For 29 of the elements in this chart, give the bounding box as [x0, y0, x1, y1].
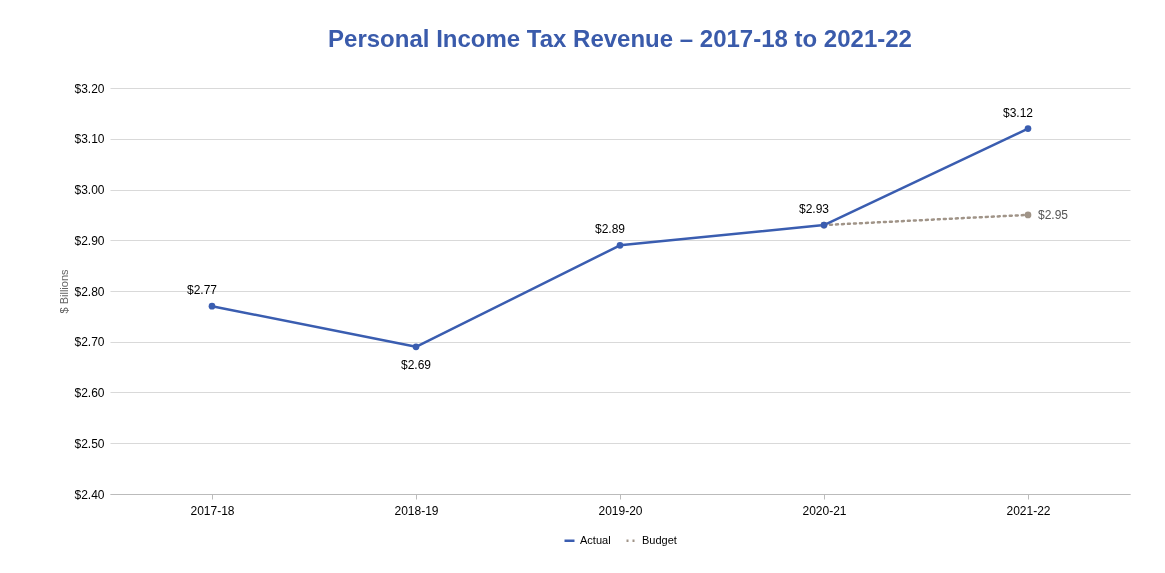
y-tick-label: $2.60: [74, 386, 105, 400]
chart-title: Personal Income Tax Revenue – 2017-18 to 2021-22: [328, 25, 912, 52]
y-axis-title: $ Billions: [58, 268, 71, 314]
y-tick-label: $2.90: [74, 233, 105, 248]
data-label: $2.69: [400, 357, 432, 372]
y-tick-label: $3.10: [74, 132, 105, 147]
data-label: $2.93: [798, 202, 830, 217]
legend-label: Budget: [642, 533, 677, 546]
x-tick-label: 2021-22: [1006, 503, 1051, 518]
y-tick-label: $2.40: [74, 487, 105, 502]
data-label: $2.77: [186, 283, 218, 298]
point: [412, 343, 420, 351]
x-tick-label: 2019-20: [598, 503, 643, 518]
x-tick-label: 2020-21: [802, 503, 847, 518]
data-label: $3.12: [1002, 105, 1034, 120]
y-tick-label: $3.20: [74, 81, 105, 96]
y-tick-label: $3.00: [74, 183, 105, 197]
point: [208, 302, 216, 310]
legend-label: Actual: [580, 533, 611, 546]
point: [616, 241, 624, 249]
point: [1024, 211, 1032, 219]
x-tick-label: 2018-19: [394, 503, 439, 518]
y-tick-label: $2.80: [74, 284, 105, 299]
y-tick-label: $2.50: [74, 436, 105, 451]
data-label: $2.89: [594, 222, 626, 237]
x-tick-label: 2017-18: [190, 503, 235, 518]
data-label: $2.95: [1038, 207, 1069, 222]
point: [1024, 125, 1032, 132]
y-tick-label: $2.70: [74, 335, 105, 350]
